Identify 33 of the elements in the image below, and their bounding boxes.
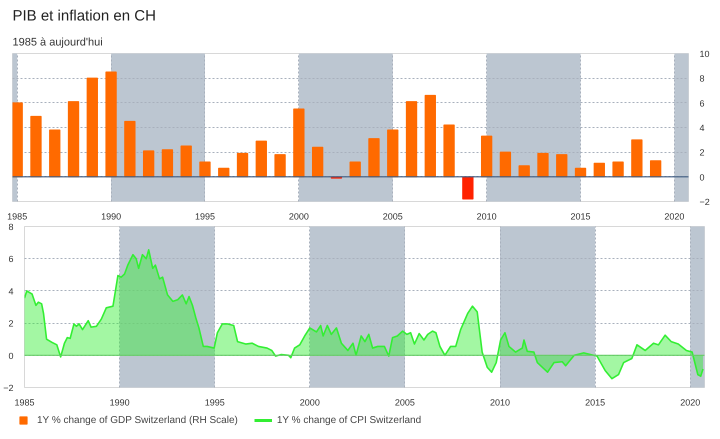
x-tick-label: 1990 [101, 212, 122, 222]
y2-tick-label: 2 [700, 148, 705, 158]
y-tick-label: 4 [8, 286, 14, 296]
x-tick-label: 1985 [7, 212, 28, 222]
y-tick-label: 0 [8, 350, 14, 361]
chart-subtitle: 1985 à aujourd'hui [12, 36, 103, 48]
x-tick-label: 2010 [490, 398, 510, 408]
x-tick-label: 2015 [570, 212, 591, 222]
y2-tick-label: 0 [700, 172, 705, 182]
legend-label: 1Y % change of GDP Switzerland (RH Scale) [37, 414, 238, 426]
y-tick-label: 8 [8, 222, 14, 232]
legend-label: 1Y % change of CPI Switzerland [276, 414, 422, 426]
x-tick-label: 1995 [194, 212, 215, 222]
y2-tick-label: 8 [700, 74, 705, 84]
x-tick-label: 1985 [14, 398, 35, 408]
x-tick-label: 2020 [680, 398, 700, 408]
y-tick-label: 6 [8, 254, 14, 264]
x-tick-label: 2015 [585, 398, 606, 408]
y2-tick-label: 6 [700, 98, 705, 108]
x-tick-label: 2005 [394, 398, 415, 408]
x-tick-label: 2005 [382, 212, 403, 222]
y-tick-label: −2 [3, 383, 14, 393]
chart-title: PIB et inflation en CH [12, 8, 156, 24]
y-tick-label: 2 [8, 318, 14, 329]
x-tick-label: 2010 [476, 212, 497, 222]
y2-tick-label: 4 [700, 123, 705, 133]
x-tick-label: 2000 [288, 212, 309, 222]
y2-tick-label: 10 [700, 49, 710, 59]
x-tick-label: 1990 [110, 398, 130, 408]
y2-tick-label: −2 [700, 197, 710, 207]
x-tick-label: 2000 [300, 398, 320, 408]
x-tick-label: 1995 [204, 398, 225, 408]
x-tick-label: 2020 [664, 212, 684, 222]
